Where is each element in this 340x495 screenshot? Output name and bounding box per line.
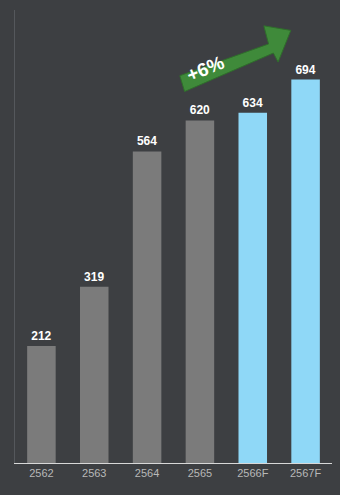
svg-text:634: 634 [243,96,263,110]
svg-text:2565: 2565 [188,467,212,479]
svg-text:2563: 2563 [82,467,106,479]
svg-text:319: 319 [84,270,104,284]
svg-text:2564: 2564 [135,467,159,479]
svg-text:694: 694 [295,63,315,77]
svg-text:620: 620 [190,103,210,117]
svg-text:212: 212 [31,329,51,343]
svg-text:+6%: +6% [184,52,228,86]
svg-text:2566F: 2566F [237,467,268,479]
svg-text:2562: 2562 [29,467,53,479]
svg-text:564: 564 [137,134,157,148]
svg-text:2567F: 2567F [290,467,321,479]
